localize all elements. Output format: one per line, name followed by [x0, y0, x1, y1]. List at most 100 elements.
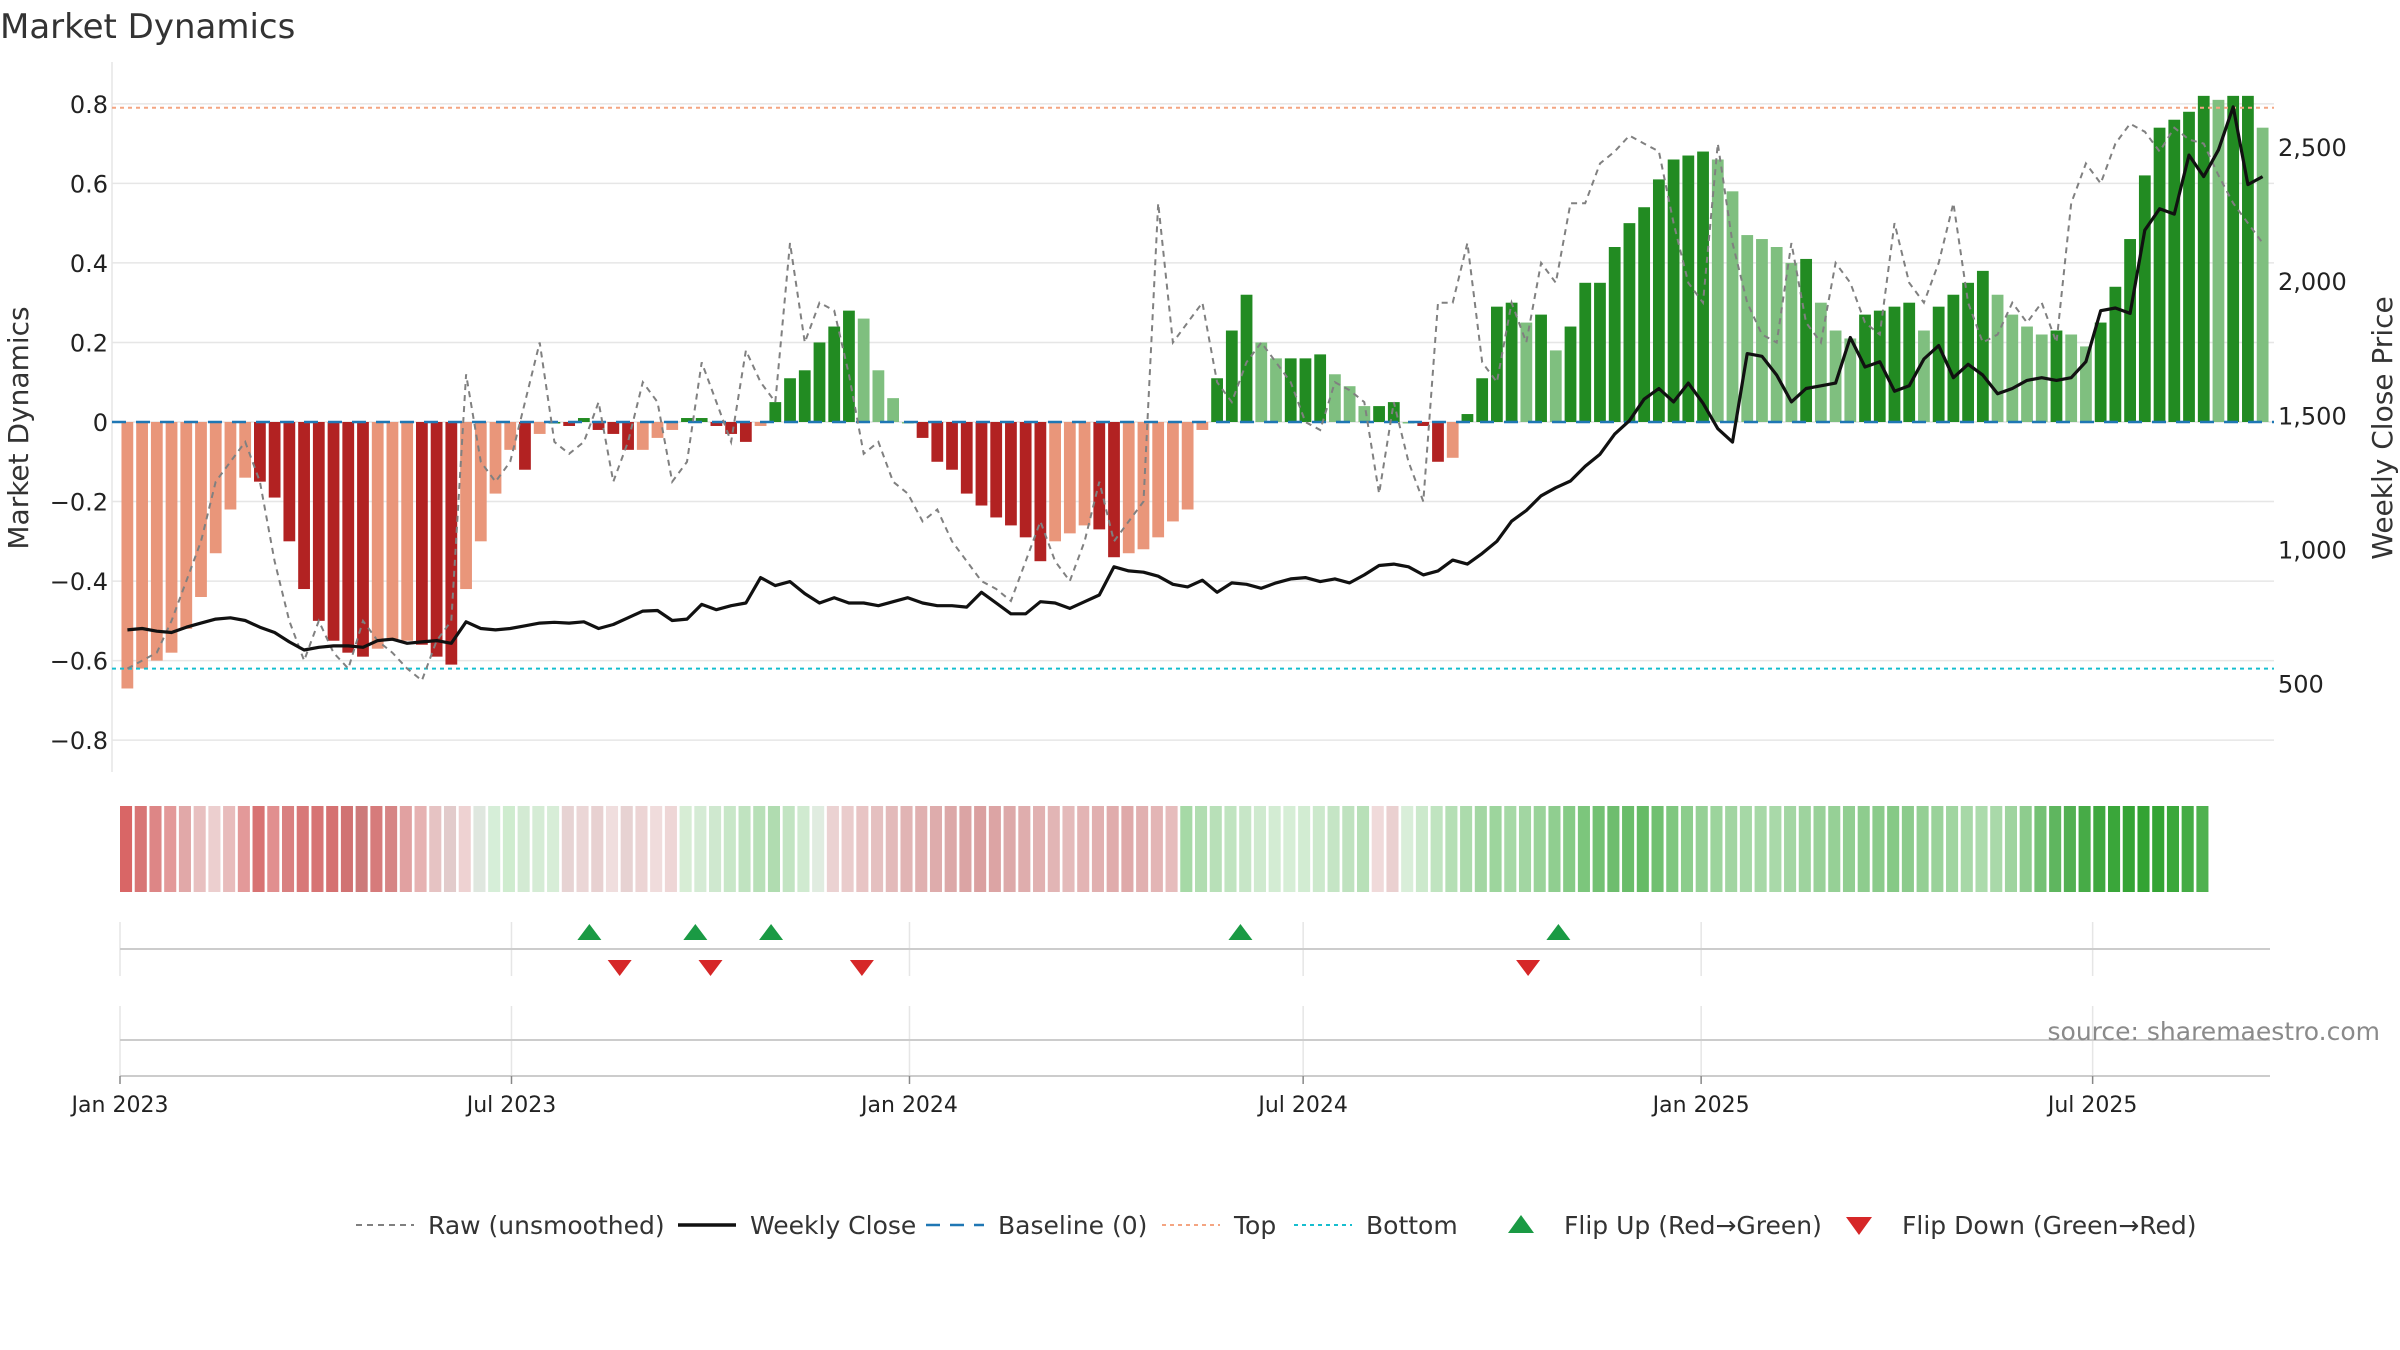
heat-cell	[2122, 806, 2135, 892]
heat-cell	[782, 806, 795, 892]
bar	[1270, 358, 1282, 422]
heat-cell	[871, 806, 884, 892]
bar	[1800, 258, 1813, 422]
bar	[327, 422, 340, 641]
bar	[1535, 314, 1547, 422]
bar	[2138, 175, 2151, 422]
bar	[533, 422, 546, 434]
legend-item-raw: Raw (unsmoothed)	[356, 1211, 665, 1240]
heat-cell	[1813, 806, 1826, 892]
right-tick-label: 2,000	[2278, 268, 2347, 296]
bar	[1122, 422, 1135, 554]
heat-cell	[1518, 806, 1532, 892]
legend: Raw (unsmoothed) Weekly Close Baseline (0)…	[356, 1211, 2197, 1240]
bar	[1918, 330, 1930, 422]
bar	[1638, 207, 1651, 422]
heat-cell	[237, 806, 250, 892]
bar	[2242, 95, 2254, 422]
heat-cell	[355, 806, 368, 892]
legend-item-flip_down: Flip Down (Green→Red)	[1846, 1211, 2197, 1240]
heat-cell	[1474, 806, 1487, 892]
heat-cell	[1710, 806, 1723, 892]
bar	[2197, 95, 2210, 422]
heat-cell	[1018, 806, 1031, 892]
heat-cell	[2063, 806, 2076, 892]
bar	[2168, 119, 2181, 423]
weekly-close-line	[127, 105, 2264, 652]
bar	[563, 422, 576, 426]
bars-layer	[121, 95, 2269, 689]
heat-cell	[650, 806, 663, 892]
heat-cell	[767, 806, 781, 892]
heat-cell	[1607, 806, 1620, 892]
flip-down-marker	[607, 960, 632, 976]
bar	[681, 418, 693, 422]
heat-cell	[1239, 806, 1252, 892]
heat-cell	[458, 806, 471, 892]
bar	[975, 422, 988, 506]
bar	[1697, 151, 1709, 422]
heat-cell	[1091, 806, 1104, 892]
legend-label: Baseline (0)	[998, 1211, 1147, 1240]
heat-cell	[2019, 806, 2032, 892]
bar	[1417, 422, 1430, 426]
heat-cell	[988, 806, 1001, 892]
bar	[1211, 378, 1223, 422]
legend-label: Top	[1233, 1211, 1276, 1240]
bar	[504, 422, 517, 450]
heat-cell	[709, 806, 722, 892]
heat-cell	[753, 806, 766, 892]
bar	[843, 310, 855, 422]
flip-events-panel	[119, 922, 2270, 1077]
heat-cell	[2004, 806, 2018, 892]
heat-cell	[797, 806, 810, 892]
left-tick-label: −0.6	[50, 648, 108, 676]
bar	[813, 342, 826, 422]
bar	[401, 422, 414, 641]
bar	[1814, 302, 1827, 422]
heat-cell	[915, 806, 928, 892]
heat-cell	[1371, 806, 1384, 892]
heat-cell	[502, 806, 515, 892]
flip-up-marker	[1228, 924, 1253, 940]
heat-cell	[399, 806, 412, 892]
legend-label: Bottom	[1366, 1211, 1458, 1240]
bar	[298, 422, 310, 590]
flip-up-marker	[759, 924, 784, 940]
bar	[1078, 422, 1091, 526]
heat-cell	[929, 806, 943, 892]
bar	[739, 422, 752, 442]
heat-cell	[1887, 806, 1900, 892]
heat-cell	[1622, 806, 1635, 892]
heat-cell	[178, 806, 191, 892]
heat-cell	[532, 806, 545, 892]
bar	[445, 422, 458, 665]
bar	[1373, 406, 1385, 422]
source-note: source: sharemaestro.com	[2048, 1017, 2381, 1046]
heat-cell	[635, 806, 648, 892]
bar	[2124, 239, 2136, 422]
heat-cell	[900, 806, 913, 892]
bar	[1770, 247, 1783, 422]
bar	[2006, 314, 2019, 422]
bar	[1137, 422, 1150, 550]
bar	[460, 422, 472, 590]
heat-cell	[1283, 806, 1296, 892]
x-tick-label: Jan 2025	[1651, 1093, 1750, 1118]
heat-cell	[812, 806, 825, 892]
bar	[371, 422, 384, 649]
bar	[430, 422, 443, 657]
bar	[946, 422, 958, 470]
bar	[960, 422, 973, 494]
flip-up-marker	[683, 924, 708, 940]
bar	[828, 326, 841, 422]
bar	[1711, 159, 1724, 422]
heat-cell	[1842, 806, 1856, 892]
legend-item-close: Weekly Close	[678, 1211, 916, 1240]
bar	[1063, 422, 1076, 534]
heat-cell	[1489, 806, 1502, 892]
bar	[1461, 414, 1474, 422]
heat-cell	[723, 806, 736, 892]
bar	[415, 422, 428, 645]
bar	[577, 418, 590, 422]
